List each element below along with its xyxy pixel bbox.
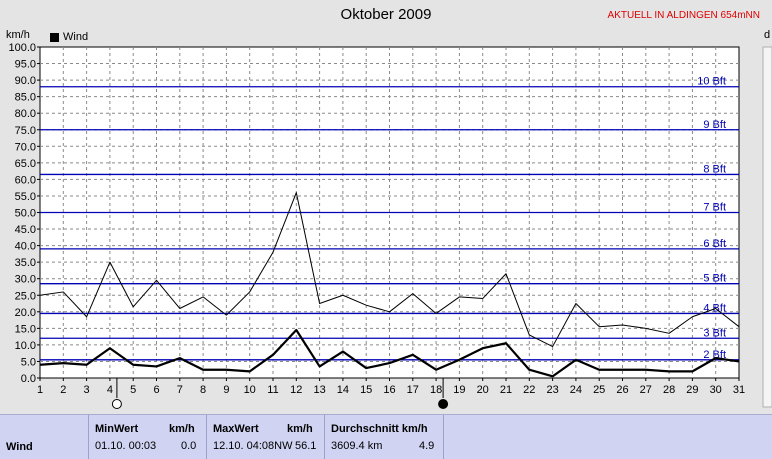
y-tick-label: 90.0 xyxy=(15,75,36,87)
beaufort-label: 7 Bft xyxy=(703,202,726,214)
full-moon-icon xyxy=(111,399,122,409)
x-tick-label: 18 xyxy=(430,384,442,396)
beaufort-label: 9 Bft xyxy=(703,119,726,131)
y-tick-label: 50.0 xyxy=(15,208,36,220)
chart-title: Oktober 2009 xyxy=(340,6,432,23)
y-tick-label: 20.0 xyxy=(15,307,36,319)
avg-header: Durchschnitt km/h xyxy=(331,423,428,435)
x-tick-label: 14 xyxy=(337,384,349,396)
stats-panel: Wind MinWert km/h 01.10. 00:03 0.0 MaxWe… xyxy=(0,414,772,459)
avg-distance: 3609.4 km xyxy=(331,440,383,452)
x-tick-label: 12 xyxy=(290,384,302,396)
y-tick-label: 65.0 xyxy=(15,158,36,170)
x-tick-label: 20 xyxy=(477,384,489,396)
x-tick-label: 30 xyxy=(710,384,722,396)
x-tick-label: 9 xyxy=(223,384,229,396)
x-tick-label: 4 xyxy=(107,384,113,396)
x-tick-label: 22 xyxy=(523,384,535,396)
y-tick-label: 45.0 xyxy=(15,224,36,236)
x-tick-label: 24 xyxy=(570,384,582,396)
right-axis-unit: d xyxy=(764,29,771,41)
beaufort-label: 6 Bft xyxy=(703,238,726,250)
x-tick-label: 10 xyxy=(244,384,256,396)
min-unit: km/h xyxy=(169,423,195,435)
x-tick-label: 28 xyxy=(663,384,675,396)
y-tick-label: 70.0 xyxy=(15,141,36,153)
y-tick-label: 25.0 xyxy=(15,290,36,302)
x-tick-label: 5 xyxy=(130,384,136,396)
x-tick-label: 8 xyxy=(200,384,206,396)
x-tick-label: 1 xyxy=(37,384,43,396)
y-tick-label: 75.0 xyxy=(15,125,36,137)
y-tick-label: 35.0 xyxy=(15,257,36,269)
x-tick-label: 23 xyxy=(546,384,558,396)
x-tick-label: 7 xyxy=(177,384,183,396)
x-tick-label: 25 xyxy=(593,384,605,396)
new-moon-icon xyxy=(438,399,449,409)
right-scrollbar[interactable] xyxy=(762,46,772,408)
stats-row-label: Wind xyxy=(6,441,33,453)
y-axis-unit: km/h xyxy=(6,29,30,41)
y-tick-label: 60.0 xyxy=(15,174,36,186)
x-tick-label: 13 xyxy=(313,384,325,396)
y-tick-label: 100.0 xyxy=(8,42,36,54)
y-tick-label: 55.0 xyxy=(15,191,36,203)
legend: Wind xyxy=(50,31,88,43)
station-label: AKTUELL IN ALDINGEN 654mNN xyxy=(607,10,760,21)
avg-value: 4.9 xyxy=(419,440,435,452)
y-tick-label: 80.0 xyxy=(15,108,36,120)
max-cell: MaxWert km/h 12.10. 04:08NW 56.1 xyxy=(206,415,323,459)
min-header: MinWert xyxy=(95,423,139,435)
moon-markers xyxy=(111,378,449,409)
avg-cell: Durchschnitt km/h 3609.4 km 4.9 xyxy=(324,415,444,459)
x-tick-label: 15 xyxy=(360,384,372,396)
x-tick-labels: 1 2 3 4 5 6 7 8 9 10 11 12 13 14 15 16 17 18 19 20 21 22 23 24 2… xyxy=(37,378,745,396)
max-unit: km/h xyxy=(287,423,313,435)
series-line-gust xyxy=(39,192,740,348)
y-tick-label: 0.0 xyxy=(21,373,36,385)
x-tick-label: 6 xyxy=(153,384,159,396)
y-tick-labels: 0.0 5.0 10.0 15.0 20.0 25.0 30.0 35.0 40.0 45.0 50… xyxy=(8,42,40,385)
x-tick-label: 27 xyxy=(640,384,652,396)
legend-label-wind: Wind xyxy=(63,31,89,43)
x-tick-label: 2 xyxy=(60,384,66,396)
beaufort-label: 8 Bft xyxy=(703,163,726,175)
min-cell: MinWert km/h 01.10. 00:03 0.0 xyxy=(88,415,205,459)
min-value: 0.0 xyxy=(181,440,197,452)
series-line-average xyxy=(39,328,740,378)
x-tick-label: 11 xyxy=(267,384,278,396)
x-tick-label: 19 xyxy=(453,384,465,396)
legend-swatch-wind xyxy=(50,32,59,42)
x-tick-label: 3 xyxy=(84,384,90,396)
x-tick-label: 26 xyxy=(616,384,628,396)
series-group xyxy=(39,192,740,378)
y-tick-label: 30.0 xyxy=(15,274,36,286)
y-tick-label: 15.0 xyxy=(15,323,36,335)
max-header: MaxWert xyxy=(213,423,259,435)
x-tick-label: 21 xyxy=(500,384,512,396)
y-tick-label: 95.0 xyxy=(15,59,36,71)
x-tick-label: 31 xyxy=(733,384,745,396)
y-tick-label: 10.0 xyxy=(15,340,36,352)
x-tick-label: 17 xyxy=(407,384,419,396)
min-time: 01.10. 00:03 xyxy=(95,440,157,452)
x-tick-label: 16 xyxy=(383,384,395,396)
beaufort-label: 10 Bft xyxy=(697,76,726,88)
beaufort-label: 3 Bft xyxy=(703,327,726,339)
max-time: 12.10. 04:08NW xyxy=(213,440,293,452)
y-tick-label: 5.0 xyxy=(21,356,36,368)
beaufort-label: 5 Bft xyxy=(703,273,726,285)
max-value: 56.1 xyxy=(295,440,317,452)
y-tick-label: 40.0 xyxy=(15,241,36,253)
x-tick-label: 29 xyxy=(686,384,698,396)
y-tick-label: 85.0 xyxy=(15,92,36,104)
